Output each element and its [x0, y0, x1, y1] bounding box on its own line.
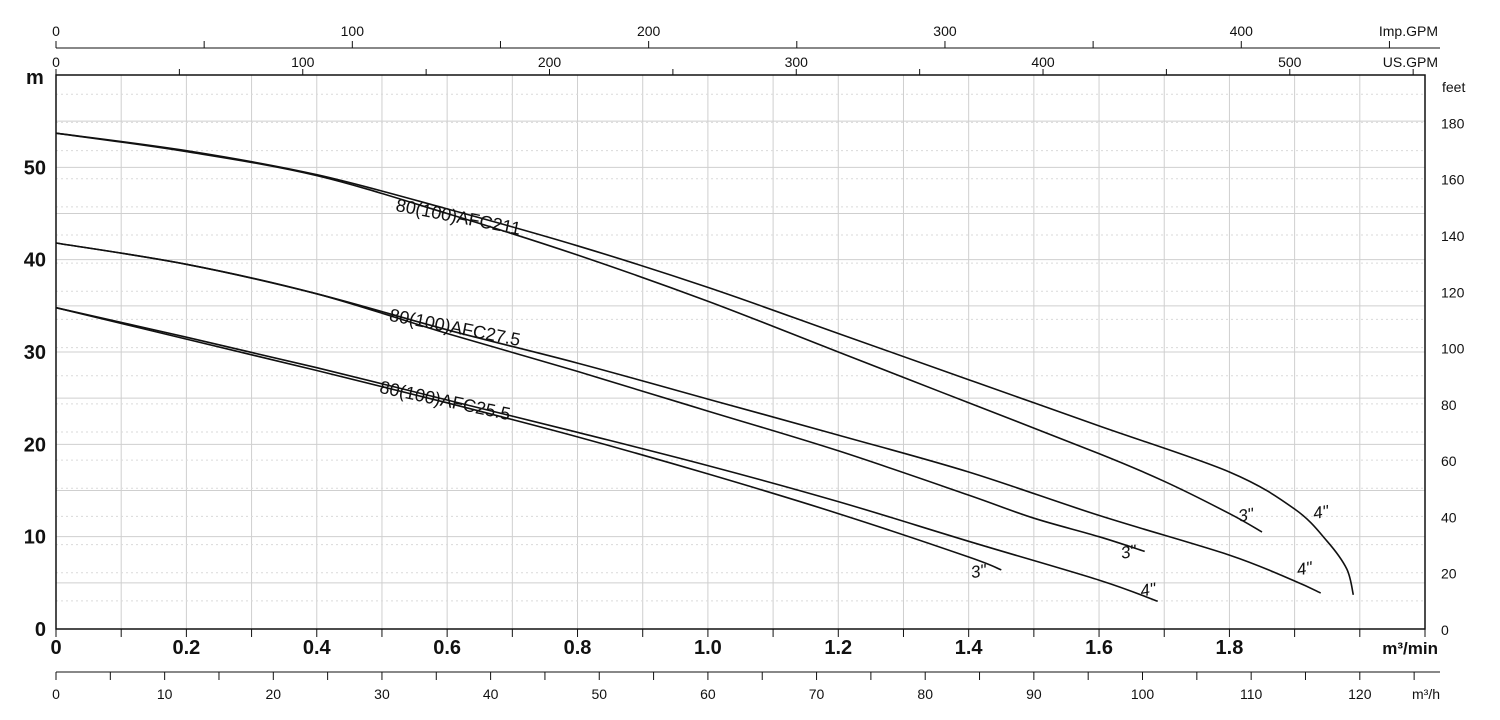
imp-gpm-tick-label: 400 [1230, 23, 1254, 39]
m-tick-label: 50 [24, 157, 46, 179]
feet-tick-label: 80 [1441, 397, 1457, 413]
m3h-tick-label: 20 [266, 686, 282, 702]
us-gpm-tick-label: 300 [785, 54, 809, 70]
m3min-tick-label: 1.0 [694, 637, 722, 659]
feet-tick-label: 40 [1441, 509, 1457, 525]
curve-80-100-afc27-5-4in [55, 242, 1322, 594]
imp-gpm-unit-label: Imp.GPM [1379, 23, 1438, 39]
m3min-unit-label: m³/min [1382, 639, 1438, 658]
curve-80-100-afc27-5-3in [55, 242, 1145, 553]
m3min-tick-label: 0.6 [433, 637, 461, 659]
m-tick-label: 0 [35, 619, 46, 641]
us-gpm-tick-label: 500 [1278, 54, 1302, 70]
model-label: 80(100)AFC211 [394, 195, 522, 239]
m3h-tick-label: 90 [1026, 686, 1042, 702]
m-unit-label: m [26, 67, 44, 89]
pipe-size-label: 4" [1139, 579, 1159, 601]
us-gpm-tick-label: 0 [52, 54, 60, 70]
pipe-size-label: 4" [1312, 501, 1332, 523]
model-label: 80(100)AFC25.5 [378, 377, 512, 424]
m3h-tick-label: 100 [1131, 686, 1155, 702]
imp-gpm-tick-label: 0 [52, 23, 60, 39]
m3min-tick-label: 0 [50, 637, 61, 659]
m3min-tick-label: 1.2 [824, 637, 852, 659]
us-gpm-unit-label: US.GPM [1383, 54, 1438, 70]
m3h-tick-label: 80 [917, 686, 933, 702]
us-gpm-tick-label: 100 [291, 54, 315, 70]
feet-tick-label: 100 [1441, 341, 1465, 357]
m-tick-label: 30 [24, 342, 46, 364]
m3h-unit-label: m³/h [1412, 686, 1440, 702]
curve-80-100-afc211-3in [55, 132, 1263, 533]
m3h-tick-label: 10 [157, 686, 173, 702]
m-tick-label: 10 [24, 527, 46, 549]
m-tick-label: 40 [24, 250, 46, 272]
us-gpm-tick-label: 200 [538, 54, 562, 70]
feet-tick-label: 120 [1441, 284, 1465, 300]
feet-unit-label: feet [1442, 79, 1465, 95]
m3min-tick-label: 0.8 [564, 637, 592, 659]
m3h-tick-label: 120 [1348, 686, 1372, 702]
imp-gpm-tick-label: 300 [933, 23, 957, 39]
model-label: 80(100)AFC27.5 [388, 305, 522, 350]
feet-tick-label: 0 [1441, 622, 1449, 638]
pipe-size-label: 3" [969, 561, 989, 583]
pump-curves [55, 132, 1355, 603]
m-tick-label: 20 [24, 434, 46, 456]
m3min-tick-label: 1.8 [1216, 637, 1244, 659]
m3h-tick-label: 50 [591, 686, 607, 702]
grid-lines [56, 75, 1425, 629]
m3min-tick-label: 1.4 [955, 637, 984, 659]
m3min-tick-label: 0.4 [303, 637, 332, 659]
feet-tick-label: 160 [1441, 172, 1465, 188]
feet-tick-label: 140 [1441, 228, 1465, 244]
m3h-tick-label: 30 [374, 686, 390, 702]
curve-80-100-afc211-4in [55, 132, 1355, 595]
imp-gpm-tick-label: 200 [637, 23, 661, 39]
m3h-tick-label: 110 [1240, 686, 1263, 702]
feet-tick-label: 20 [1441, 566, 1457, 582]
curve-80-100-afc25-5-4in [55, 306, 1158, 603]
m3h-tick-label: 40 [483, 686, 499, 702]
m3h-tick-label: 70 [809, 686, 825, 702]
pipe-size-label: 3" [1237, 504, 1257, 526]
feet-tick-label: 180 [1441, 115, 1465, 131]
plot-border [55, 74, 1426, 630]
m3h-tick-label: 60 [700, 686, 716, 702]
pipe-size-label: 3" [1119, 541, 1139, 563]
m3min-tick-label: 0.2 [172, 637, 200, 659]
pipe-size-label: 4" [1295, 558, 1315, 580]
m3min-tick-label: 1.6 [1085, 637, 1113, 659]
curve-80-100-afc25-5-3in [55, 306, 1002, 571]
us-gpm-tick-label: 400 [1031, 54, 1055, 70]
feet-tick-label: 60 [1441, 453, 1457, 469]
imp-gpm-tick-label: 100 [341, 23, 365, 39]
plot-frame [55, 74, 1426, 630]
m3h-tick-label: 0 [52, 686, 60, 702]
